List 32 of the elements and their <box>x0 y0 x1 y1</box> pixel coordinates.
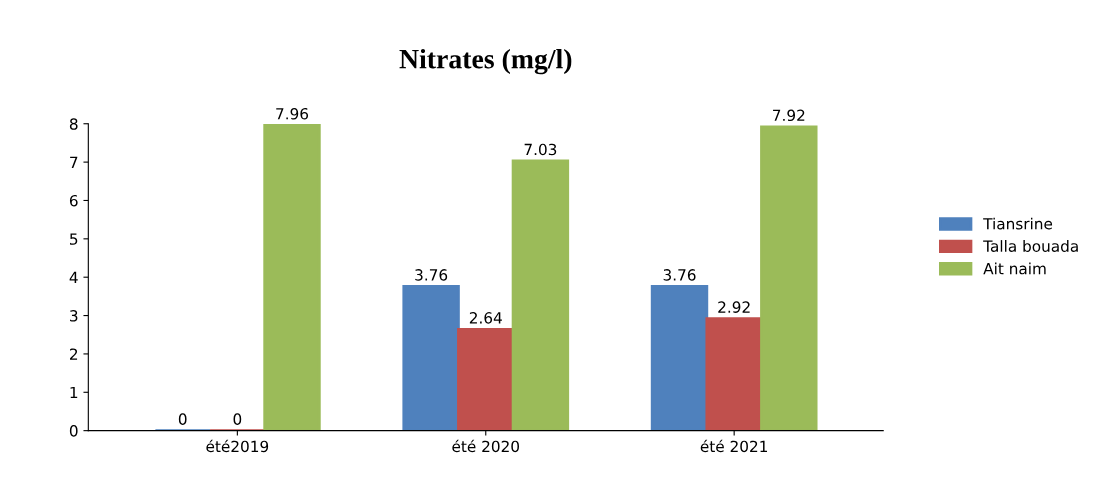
bar <box>457 327 515 431</box>
y-tick-label: 6 <box>69 194 78 207</box>
bar <box>760 125 818 431</box>
bar <box>263 123 321 431</box>
y-tick-label: 0 <box>69 425 78 437</box>
legend-label: Ait naim <box>983 262 1046 275</box>
data-label: 2.92 <box>718 301 750 313</box>
legend-label: Tiansrine <box>983 217 1053 230</box>
data-label: 0 <box>178 413 187 425</box>
y-tick-label: 3 <box>70 310 78 322</box>
data-label: 7.03 <box>524 143 557 156</box>
bar <box>402 285 460 431</box>
x-tick-label: été 2020 <box>452 439 520 453</box>
y-tick-label: 8 <box>69 118 78 130</box>
data-label: 3.76 <box>415 269 448 281</box>
data-label: 7.92 <box>773 109 805 122</box>
data-label: 7.96 <box>276 107 309 120</box>
y-tick-label: 1 <box>70 386 78 399</box>
chart-title: Nitrates (mg/l) <box>399 48 572 75</box>
data-label: 2.64 <box>469 312 502 324</box>
bar <box>511 159 570 431</box>
data-label: 0 <box>233 413 242 425</box>
y-tick-label: 5 <box>70 233 78 245</box>
data-label: 3.76 <box>663 269 696 281</box>
bar <box>705 317 763 431</box>
x-tick-label: été 2021 <box>700 439 768 453</box>
y-tick-label: 2 <box>70 348 78 360</box>
bar <box>650 285 709 431</box>
x-tick-label: été2019 <box>206 439 269 453</box>
y-tick-label: 7 <box>70 156 78 168</box>
y-tick-label: 4 <box>69 271 78 283</box>
legend-label: Talla bouada <box>983 240 1078 252</box>
